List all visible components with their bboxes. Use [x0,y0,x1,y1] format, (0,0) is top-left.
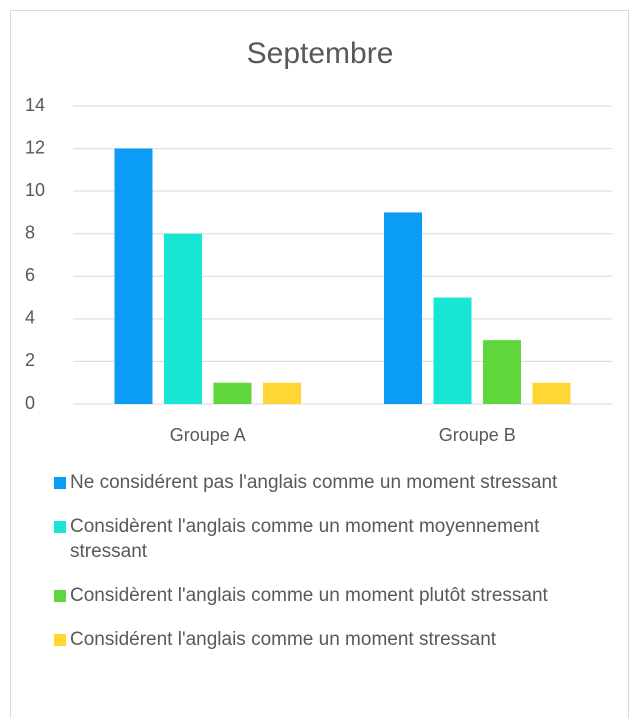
legend-label: Considèrent l'anglais comme un moment pl… [70,585,548,606]
legend-item: Considèrent l'anglais comme un moment mo… [52,514,612,564]
bar [483,340,521,404]
legend-swatch [54,634,66,646]
y-tick-label: 8 [25,222,35,242]
legend-item: Considérent l'anglais comme un moment st… [52,627,612,652]
bar [114,148,153,404]
legend-swatch [54,590,66,602]
legend: Ne considérent pas l'anglais comme un mo… [52,470,612,671]
bar [213,382,252,404]
legend-label: Considèrent l'anglais comme un moment mo… [70,516,540,562]
x-tick-label: Groupe A [170,425,246,445]
chart-title: Septembre [247,37,394,70]
legend-item: Ne considérent pas l'anglais comme un mo… [52,470,612,495]
bar [384,212,422,404]
legend-swatch [54,521,66,533]
chart: Septembre 0 2 4 6 8 10 12 14 Groupe A Groupe B [25,37,612,445]
legend-item: Considèrent l'anglais comme un moment pl… [52,583,612,608]
legend-label: Ne considérent pas l'anglais comme un mo… [70,472,558,493]
bar [263,382,301,404]
y-tick-label: 14 [25,95,45,115]
bar [164,233,202,404]
y-tick-label: 4 [25,308,35,328]
x-tick-label: Groupe B [439,425,516,445]
legend-label: Considérent l'anglais comme un moment st… [70,629,497,650]
y-tick-label: 2 [25,350,35,370]
y-tick-label: 12 [25,137,45,157]
y-tick-label: 6 [25,265,35,285]
legend-swatch [54,477,66,489]
y-tick-label: 10 [25,180,45,200]
bar [532,382,571,404]
bar [433,297,472,404]
y-tick-label: 0 [25,393,35,413]
chart-frame [10,10,629,718]
